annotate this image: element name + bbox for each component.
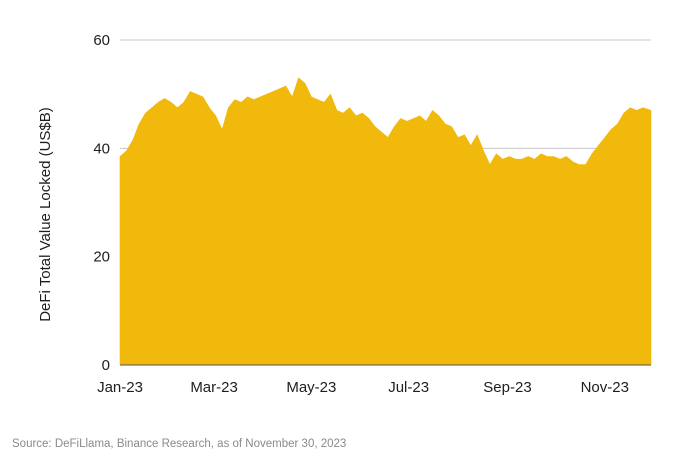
x-tick-label: Jul-23	[388, 379, 429, 396]
tvl-area-series	[119, 77, 652, 366]
x-tick-label: Nov-23	[581, 379, 629, 396]
y-axis-label: DeFi Total Value Locked (US$B)	[37, 107, 54, 322]
x-axis-ticks: Jan-23 Mar-23 May-23 Jul-23 Sep-23 Nov-23	[97, 379, 629, 396]
y-tick-label: 20	[93, 249, 110, 266]
y-tick-label: 0	[102, 357, 110, 374]
x-tick-label: May-23	[286, 379, 336, 396]
source-note: Source: DeFiLlama, Binance Research, as …	[12, 438, 347, 450]
y-tick-label: 40	[93, 140, 110, 157]
x-tick-label: Mar-23	[190, 379, 238, 396]
y-axis-ticks: 0 20 40 60	[93, 32, 110, 374]
x-tick-label: Sep-23	[483, 379, 531, 396]
chart: 0 20 40 60 Jan-23 Mar-23 May-23 Jul-23 Sep-23 No…	[37, 32, 652, 396]
y-tick-label: 60	[93, 32, 110, 49]
x-tick-label: Jan-23	[97, 379, 143, 396]
